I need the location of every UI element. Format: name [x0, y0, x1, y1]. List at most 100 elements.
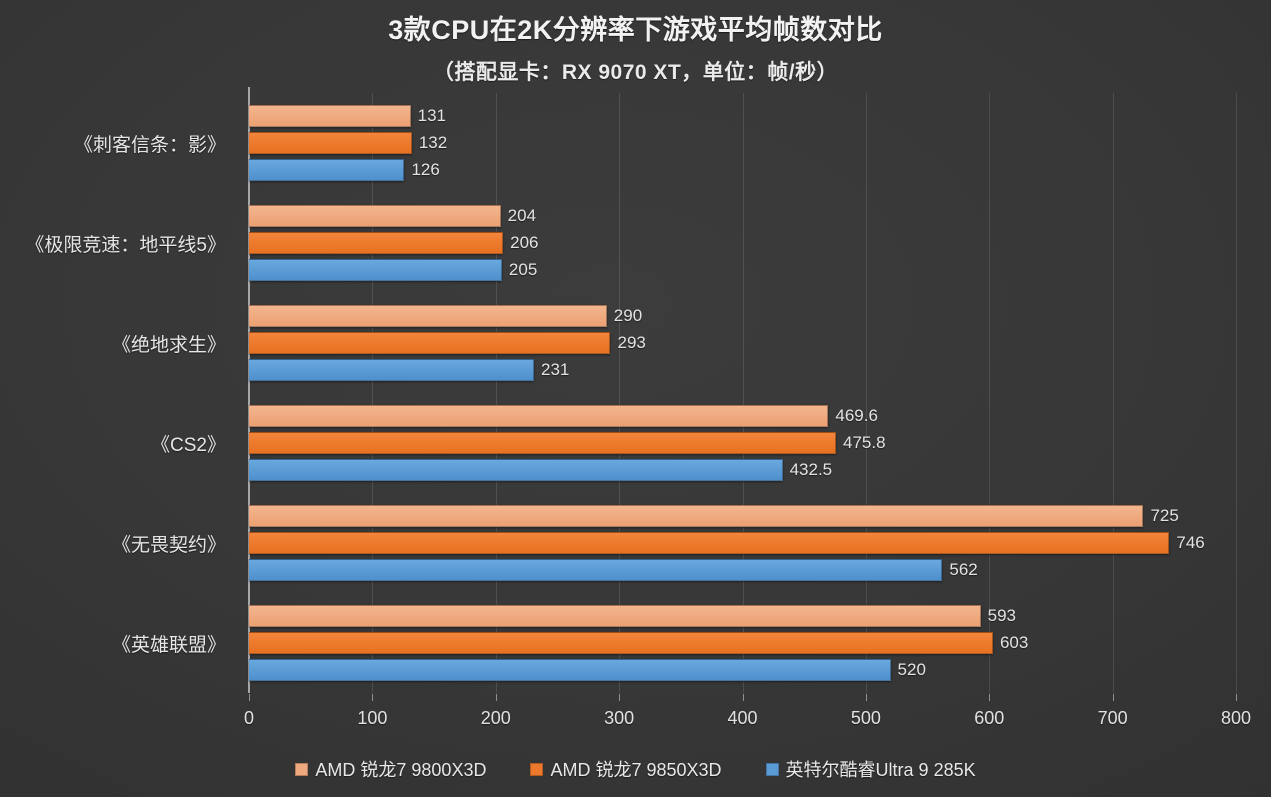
bar-row[interactable]: 126 — [249, 159, 440, 181]
bar-value-label: 520 — [897, 660, 926, 679]
legend-label: AMD 锐龙7 9800X3D — [315, 760, 487, 780]
bar-row[interactable]: 746 — [249, 532, 1205, 554]
bar-row[interactable]: 603 — [249, 632, 1028, 654]
bar-row[interactable]: 475.8 — [249, 432, 886, 454]
bar-value-label: 290 — [613, 306, 643, 325]
bar-row[interactable]: 293 — [249, 332, 646, 354]
gridline — [619, 93, 621, 693]
bar-value-label: 206 — [510, 233, 539, 252]
x-axis-tick — [619, 694, 621, 701]
category-label: 《无畏契约》 — [111, 535, 226, 556]
chart-subtitle: （搭配显卡：RX 9070 XT，单位：帧/秒） — [432, 60, 839, 84]
x-axis-tick — [865, 694, 867, 701]
gridline — [865, 93, 867, 693]
bar-row[interactable]: 204 — [249, 205, 536, 227]
bar-value-label: 126 — [411, 160, 440, 179]
x-axis-tick-label: 400 — [727, 708, 758, 728]
x-axis-tick — [1112, 694, 1114, 701]
bar-row[interactable]: 520 — [249, 659, 926, 681]
category-label: 《CS2》 — [151, 435, 226, 456]
x-axis-tick — [989, 694, 991, 701]
bar[interactable] — [249, 332, 611, 354]
bar-value-label: 593 — [987, 606, 1016, 625]
bar[interactable] — [249, 205, 501, 227]
bar-row[interactable]: 205 — [249, 259, 537, 281]
bar-row[interactable]: 432.5 — [249, 459, 832, 481]
bar-value-label: 725 — [1150, 506, 1179, 525]
x-axis-tick — [742, 694, 744, 701]
bars-layer: 131 132 126 204 206 205 290 293 231 469.6 475.8 432… — [249, 93, 1236, 693]
bar[interactable] — [249, 159, 405, 181]
bar-value-label: 293 — [617, 333, 646, 352]
x-axis-tick — [372, 694, 374, 701]
x-axis-tick — [249, 694, 250, 701]
category-label: 《刺客信条：影》 — [73, 135, 226, 156]
bar-group: 204 206 205 — [249, 193, 1236, 293]
category-label: 《英雄联盟》 — [111, 635, 226, 656]
bar[interactable] — [249, 132, 412, 154]
bar[interactable] — [249, 232, 504, 254]
bar-row[interactable]: 131 — [249, 105, 446, 127]
x-axis-tick-label: 0 — [243, 708, 255, 728]
bar[interactable] — [249, 259, 502, 281]
x-axis-tick-label: 600 — [974, 708, 1005, 728]
bar[interactable] — [249, 432, 837, 454]
chart-legend: AMD 锐龙7 9800X3D AMD 锐龙7 9850X3D 英特尔酷睿Ultra… — [0, 756, 1271, 782]
x-axis-tick-label: 700 — [1097, 708, 1128, 728]
legend-item-2[interactable]: AMD 锐龙7 9850X3D — [530, 756, 722, 782]
bar-row[interactable]: 593 — [249, 605, 1016, 627]
bar-value-label: 204 — [507, 206, 537, 225]
x-axis-tick — [495, 694, 497, 701]
legend-item-1[interactable]: AMD 锐龙7 9800X3D — [295, 756, 486, 782]
bar-group: 469.6 475.8 432.5 — [249, 393, 1236, 493]
bar-value-label: 603 — [999, 633, 1029, 652]
x-axis-tick-label: 100 — [357, 708, 388, 728]
bar[interactable] — [249, 105, 411, 127]
legend-label: AMD 锐龙7 9850X3D — [550, 760, 722, 780]
bar-row[interactable]: 132 — [249, 132, 447, 154]
bar[interactable] — [249, 305, 607, 327]
legend-swatch-icon — [295, 762, 309, 776]
bar-value-label: 432.5 — [789, 460, 833, 479]
bar-group: 725 746 562 — [249, 493, 1236, 593]
bar[interactable] — [249, 532, 1170, 554]
bar-value-label: 469.6 — [835, 406, 878, 425]
bar-value-label: 475.8 — [843, 433, 886, 452]
bar-row[interactable]: 206 — [249, 232, 539, 254]
bar-value-label: 231 — [540, 360, 570, 379]
bar[interactable] — [249, 505, 1144, 527]
x-axis-tick-label: 300 — [604, 708, 635, 728]
bar-row[interactable]: 290 — [249, 305, 642, 327]
page-title: 3款CPU在2K分辨率下游戏平均帧数对比 — [388, 15, 883, 45]
bar[interactable] — [249, 659, 891, 681]
x-axis-tick-label: 200 — [480, 708, 511, 728]
bar-value-label: 205 — [508, 260, 538, 279]
bar-group: 593 603 520 — [249, 593, 1236, 693]
gridline — [742, 93, 744, 693]
bar-row[interactable]: 562 — [249, 559, 978, 581]
legend-item-3[interactable]: 英特尔酷睿Ultra 9 285K — [765, 756, 976, 782]
gridline — [1112, 93, 1114, 693]
bar[interactable] — [249, 359, 534, 381]
gridline — [1236, 93, 1237, 693]
bar[interactable] — [249, 559, 943, 581]
category-axis-labels: 《刺客信条：影》 《极限竞速：地平线5》 《绝地求生》 《CS2》 《无畏契约》 《英雄联… — [0, 93, 240, 693]
bar[interactable] — [249, 459, 783, 481]
y-axis-line — [248, 87, 250, 693]
gridline — [989, 93, 991, 693]
bar[interactable] — [249, 405, 829, 427]
x-axis-tick-label: 800 — [1220, 708, 1252, 728]
bar-row[interactable]: 725 — [249, 505, 1179, 527]
bar-row[interactable]: 231 — [249, 359, 569, 381]
bar-value-label: 562 — [949, 560, 978, 579]
bar-group: 131 132 126 — [249, 93, 1236, 193]
bar-row[interactable]: 469.6 — [249, 405, 878, 427]
x-axis-tick-labels: 0 100 200 300 400 500 600 700 800 — [244, 708, 1251, 738]
category-label: 《绝地求生》 — [111, 335, 226, 356]
bar[interactable] — [249, 632, 993, 654]
gridline — [372, 93, 374, 693]
x-axis-tick-marks — [249, 694, 1237, 708]
bar-group: 290 293 231 — [249, 293, 1236, 393]
bar[interactable] — [249, 605, 981, 627]
